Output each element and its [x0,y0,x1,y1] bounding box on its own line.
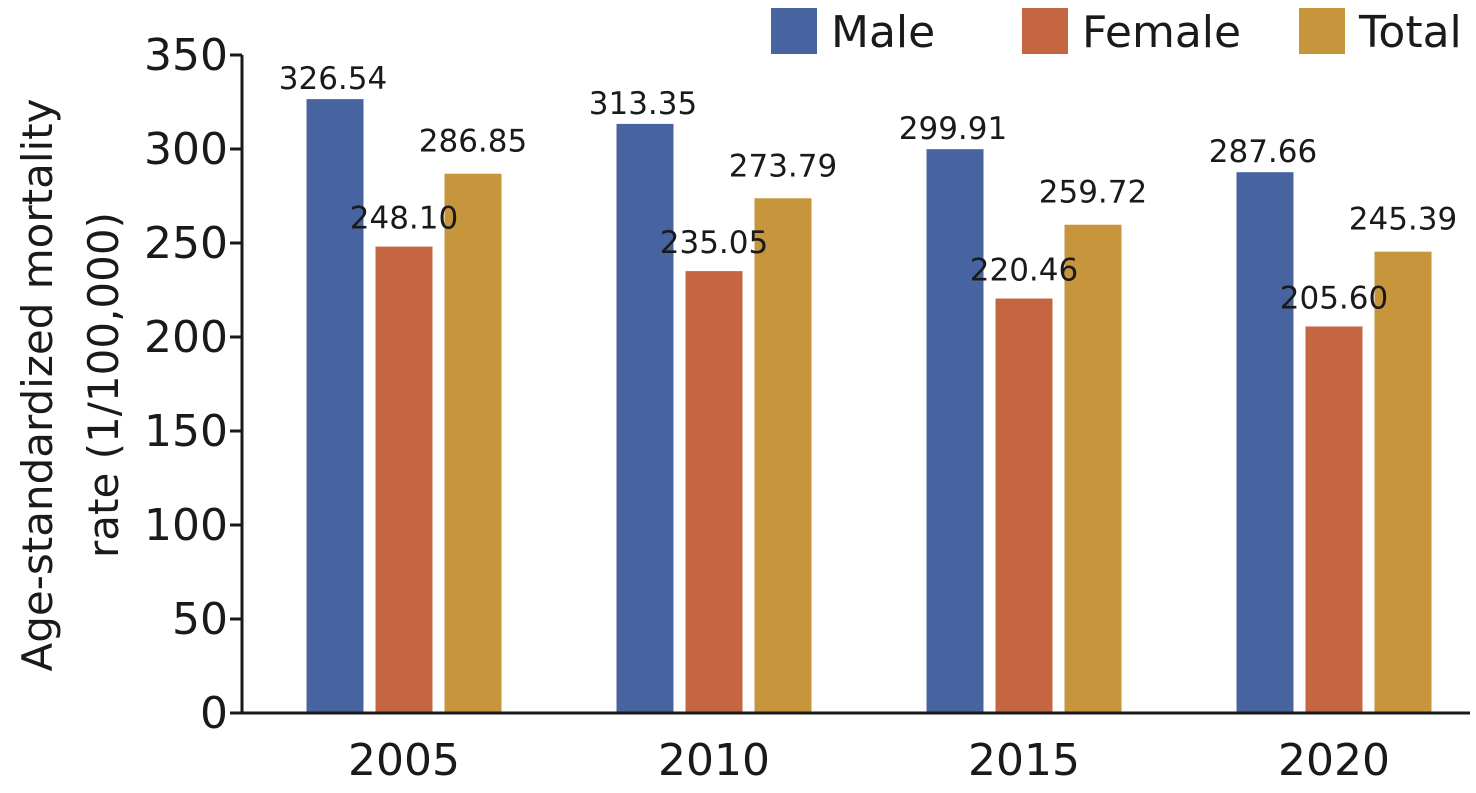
data-label-total-2005: 286.85 [419,124,527,160]
legend-swatch-male [771,8,817,54]
data-label-male-2020: 287.66 [1209,134,1317,170]
data-label-female-2005: 248.10 [350,201,458,237]
bar-total-2010 [754,198,812,714]
x-axis-categories: 2005 2010 2015 2020 [348,735,1390,786]
x-category-label-2020: 2020 [1278,735,1390,786]
y-axis-title-line-1: Age-standardized mortality [13,99,62,672]
bar-male-2010 [616,123,674,714]
y-tick-label-100: 100 [144,500,228,551]
legend-swatch-female [1022,8,1068,54]
legend: Male Female Total [771,7,1462,58]
data-label-male-2010: 313.35 [589,86,697,122]
legend-label-total: Total [1358,7,1462,58]
data-label-total-2020: 245.39 [1349,202,1457,238]
bars-group [306,99,1432,714]
y-tick-label-150: 150 [144,406,228,457]
bar-male-2020 [1236,172,1294,713]
y-axis-ticks: 0 50 100 150 200 250 300 350 [144,30,242,739]
bar-total-2020 [1374,251,1432,713]
bar-total-2015 [1064,224,1122,714]
data-label-male-2005: 326.54 [279,61,387,97]
y-tick-label-50: 50 [172,594,228,645]
y-tick-label-200: 200 [144,312,228,363]
y-axis-title-line-2: rate (1/100,000) [79,212,128,558]
x-category-label-2010: 2010 [658,735,770,786]
y-tick-label-350: 350 [144,30,228,81]
bar-female-2020 [1305,326,1363,713]
bar-female-2015 [995,298,1053,713]
x-category-label-2015: 2015 [968,735,1080,786]
bar-total-2005 [444,173,502,714]
legend-label-female: Female [1082,7,1241,58]
x-category-label-2005: 2005 [348,735,460,786]
data-label-male-2015: 299.91 [899,111,1007,147]
data-label-total-2015: 259.72 [1039,175,1147,211]
data-label-female-2010: 235.05 [660,225,768,261]
data-label-female-2020: 205.60 [1280,280,1388,316]
y-tick-label-250: 250 [144,218,228,269]
legend-swatch-total [1299,8,1345,54]
legend-label-male: Male [831,7,935,58]
y-axis-title: Age-standardized mortality rate (1/100,0… [13,99,128,672]
bar-male-2005 [306,99,364,713]
bar-female-2005 [375,246,433,713]
bar-female-2010 [685,271,743,713]
data-label-total-2010: 273.79 [729,148,837,184]
bar-male-2015 [926,149,984,714]
data-label-female-2015: 220.46 [970,253,1078,289]
data-labels-group: 326.54 248.10 286.85 313.35 235.05 273.79 299.… [279,61,1457,316]
y-tick-label-300: 300 [144,124,228,175]
y-tick-label-0: 0 [200,688,228,739]
